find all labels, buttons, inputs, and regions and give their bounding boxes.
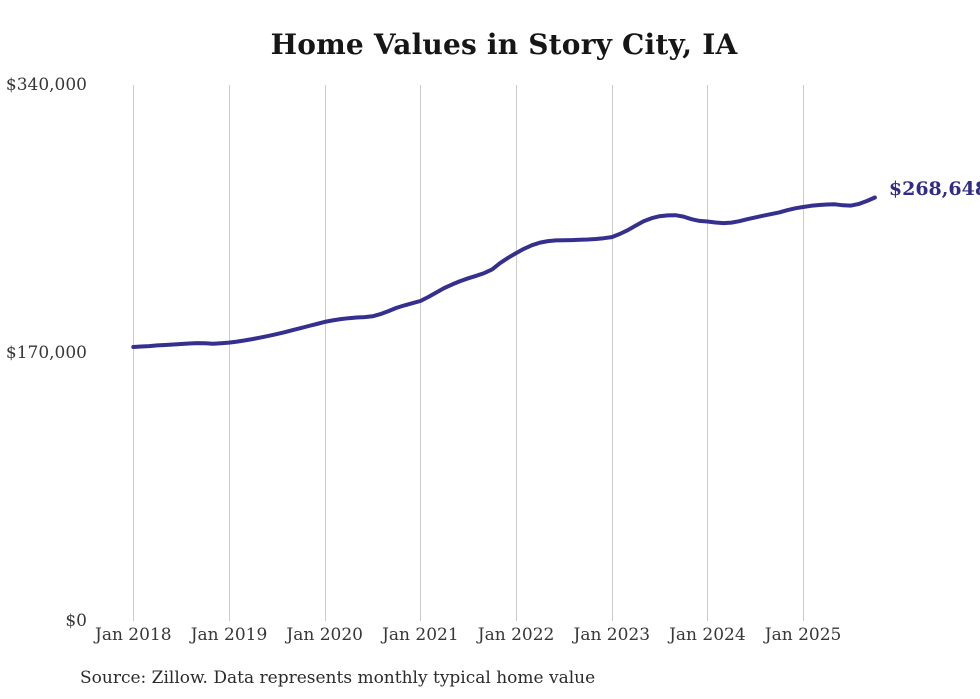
gridline [516, 85, 518, 621]
x-axis-tick-label: Jan 2022 [477, 625, 555, 645]
x-axis-tick-label: Jan 2024 [669, 625, 746, 645]
x-axis-tick-label: Jan 2023 [573, 625, 651, 645]
gridline [707, 85, 709, 621]
x-axis-tick-label: Jan 2025 [764, 625, 842, 645]
x-axis-tick-label: Jan 2021 [382, 625, 459, 645]
x-axis-tick-label: Jan 2018 [95, 625, 172, 645]
y-axis-tick-label: $0 [65, 611, 87, 631]
gridline [420, 85, 422, 621]
current-value-label: $268,648 [888, 177, 980, 200]
chart-title: Home Values in Story City, IA [270, 28, 738, 61]
source-note: Source: Zillow. Data represents monthly … [80, 668, 596, 688]
y-axis-tick-label: $170,000 [5, 343, 87, 363]
x-axis-tick-label: Jan 2020 [286, 625, 363, 645]
gridline [324, 85, 326, 621]
y-axis-tick-label: $340,000 [5, 75, 87, 95]
gridline [611, 85, 613, 621]
gridline [229, 85, 230, 621]
value-line-series [131, 195, 877, 349]
x-axis-tick-label: Jan 2019 [190, 625, 268, 645]
gridline [133, 85, 135, 621]
gridline [803, 85, 805, 621]
